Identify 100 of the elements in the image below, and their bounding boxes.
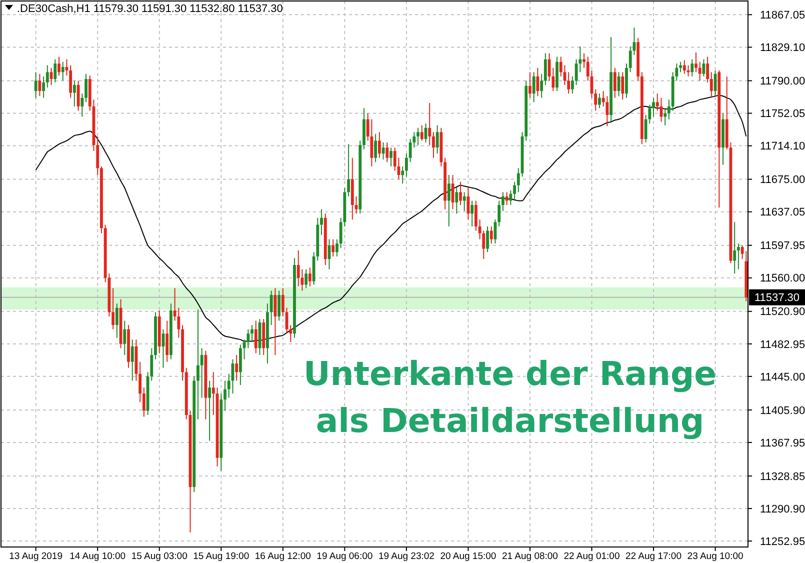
candlestick [540, 73, 544, 98]
candlestick [235, 354, 238, 382]
candlestick [142, 387, 146, 418]
candlestick [378, 132, 381, 158]
candlestick [544, 52, 547, 86]
candlestick [582, 52, 586, 68]
candlestick [447, 174, 450, 227]
candlestick [42, 76, 45, 98]
candlestick [374, 133, 378, 163]
x-tick-label: 15 Aug 19:00 [193, 551, 250, 562]
x-tick-label: 23 Aug 10:00 [687, 551, 744, 562]
candlestick [513, 181, 516, 200]
candlestick [96, 136, 100, 176]
candlestick [54, 58, 57, 83]
candlestick [613, 67, 616, 98]
x-tick-label: 22 Aug 17:00 [626, 551, 682, 562]
candlestick [706, 56, 710, 83]
candlestick [570, 76, 574, 94]
candlestick [270, 290, 273, 326]
candlestick [436, 124, 439, 154]
candlestick [598, 93, 601, 109]
candlestick [112, 288, 114, 330]
candlestick [528, 72, 532, 98]
candlestick [138, 361, 142, 403]
candlestick [38, 73, 42, 97]
candlestick [474, 200, 478, 232]
x-tick-label: 14 Aug 10:00 [70, 551, 126, 562]
candlestick [416, 127, 420, 146]
candlestick [212, 372, 215, 416]
candlestick [332, 238, 335, 257]
candlestick [668, 99, 670, 120]
candlestick [196, 309, 200, 420]
candlestick [455, 187, 458, 214]
candlestick [505, 192, 508, 206]
candlestick [737, 243, 740, 270]
candlestick [69, 64, 72, 98]
candlestick [254, 320, 258, 354]
x-tick-label: 20 Aug 15:00 [440, 551, 496, 562]
candlestick [594, 88, 598, 112]
candlestick [320, 208, 323, 236]
y-tick-label: 11445.00 [760, 371, 805, 384]
candlestick [238, 344, 242, 386]
y-tick-label: 11752.05 [760, 108, 805, 120]
candlestick [679, 61, 682, 73]
candlestick [386, 142, 389, 163]
candlestick [462, 192, 466, 212]
candlestick [486, 226, 489, 253]
y-tick-label: 11597.95 [760, 240, 805, 252]
candlestick [34, 72, 38, 98]
candlestick [694, 52, 698, 73]
candlestick [509, 190, 512, 206]
candlestick [296, 250, 300, 287]
y-tick-label: 11367.95 [760, 437, 805, 450]
candlestick [274, 288, 277, 356]
y-tick-label: 11637.05 [760, 206, 805, 219]
candlestick [281, 288, 284, 317]
candlestick [347, 144, 350, 197]
candlestick [58, 56, 60, 76]
candlestick [733, 222, 736, 274]
y-tick-label: 11252.95 [760, 536, 805, 548]
chart-title: .DE30Cash,H1 11579.30 11591.30 11532.80 11537.30 [17, 3, 283, 15]
candlestick [502, 192, 504, 212]
candlestick [72, 80, 76, 107]
x-tick-label: 13 Aug 2019 [9, 551, 63, 562]
candlestick [432, 132, 435, 158]
candlestick [336, 238, 338, 257]
candlestick [390, 147, 392, 167]
candlestick [459, 181, 462, 206]
candlestick [498, 200, 501, 227]
candlestick [652, 97, 655, 118]
y-tick-label: 11290.90 [760, 503, 805, 516]
candlestick [61, 61, 64, 82]
candlestick [278, 290, 280, 322]
y-tick-label: 11675.00 [760, 174, 805, 186]
y-tick-label: 11714.10 [760, 140, 805, 153]
candlestick [516, 168, 520, 193]
candlestick [123, 320, 126, 356]
x-tick-label: 22 Aug 01:00 [564, 551, 620, 562]
y-tick-label: 11790.00 [760, 76, 805, 88]
candlestick [690, 58, 694, 77]
x-tick-label: 15 Aug 03:00 [131, 551, 188, 562]
candlestick [420, 124, 424, 142]
candlestick [567, 72, 570, 94]
y-tick-label: 11520.90 [760, 306, 805, 318]
candlestick [166, 320, 169, 362]
candlestick [682, 60, 686, 74]
candlestick [428, 102, 432, 146]
candlestick [698, 61, 702, 82]
candlestick [250, 324, 254, 343]
candlestick [354, 196, 358, 214]
x-tick-label: 21 Aug 08:00 [502, 551, 558, 562]
x-tick-label: 19 Aug 23:02 [378, 551, 434, 562]
ref-line-label: 11537.30 [754, 292, 800, 304]
candlestick [80, 93, 84, 118]
y-tick-label: 11328.85 [760, 470, 805, 483]
y-tick-label: 11560.00 [760, 272, 805, 285]
candlestick [710, 72, 713, 98]
y-tick-label: 11405.90 [760, 404, 805, 417]
candlestick [404, 153, 408, 178]
candlestick [208, 380, 212, 442]
